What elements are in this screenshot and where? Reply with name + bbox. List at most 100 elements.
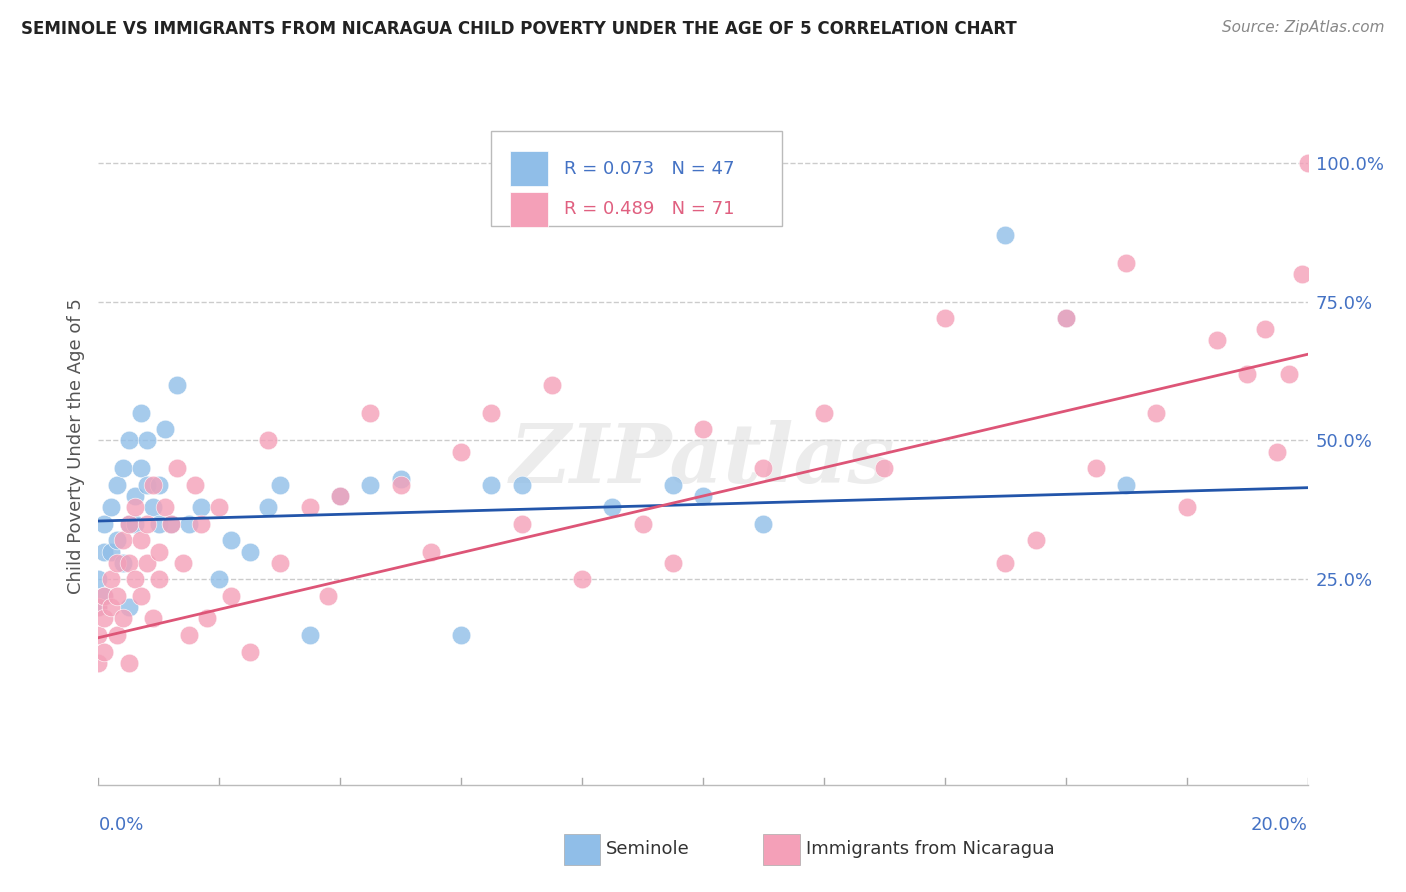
Point: [481, 406, 503, 420]
Point: [124, 516, 146, 531]
Point: [1236, 367, 1258, 381]
Point: [118, 656, 141, 670]
Point: [142, 500, 165, 515]
Bar: [509, 192, 548, 227]
Point: [299, 500, 322, 515]
Text: Seminole: Seminole: [606, 840, 690, 858]
Point: [510, 516, 533, 531]
Point: [540, 377, 562, 392]
Point: [93, 589, 115, 603]
Point: [994, 556, 1017, 570]
Point: [752, 461, 775, 475]
Point: [1296, 155, 1319, 169]
Point: [166, 377, 188, 392]
Point: [510, 478, 533, 492]
Point: [87, 628, 110, 642]
Point: [100, 600, 122, 615]
Text: ZIPatlas: ZIPatlas: [510, 419, 896, 500]
Point: [105, 589, 128, 603]
Point: [142, 478, 165, 492]
Point: [1206, 334, 1229, 348]
Point: [184, 478, 207, 492]
Point: [118, 600, 141, 615]
Point: [450, 444, 472, 458]
Point: [1291, 267, 1313, 281]
Point: [129, 589, 152, 603]
Point: [221, 589, 243, 603]
Point: [190, 516, 212, 531]
Point: [87, 600, 110, 615]
Y-axis label: Child Poverty Under the Age of 5: Child Poverty Under the Age of 5: [66, 298, 84, 594]
Point: [129, 533, 152, 548]
Point: [135, 434, 157, 448]
Point: [661, 478, 683, 492]
Point: [692, 489, 714, 503]
Point: [571, 573, 593, 587]
Point: [118, 516, 141, 531]
FancyBboxPatch shape: [492, 131, 782, 226]
Point: [100, 573, 122, 587]
Point: [179, 628, 201, 642]
Point: [111, 611, 134, 625]
Point: [1175, 500, 1198, 515]
Point: [160, 516, 183, 531]
Point: [208, 573, 231, 587]
Point: [602, 500, 624, 515]
Point: [256, 500, 278, 515]
Point: [118, 434, 141, 448]
Point: [316, 589, 339, 603]
Point: [135, 516, 157, 531]
Point: [661, 556, 683, 570]
Point: [87, 600, 110, 615]
Point: [93, 611, 115, 625]
Point: [135, 478, 157, 492]
Point: [93, 544, 115, 558]
Text: 20.0%: 20.0%: [1251, 815, 1308, 833]
Point: [111, 556, 134, 570]
Point: [208, 500, 231, 515]
Text: Immigrants from Nicaragua: Immigrants from Nicaragua: [806, 840, 1054, 858]
Point: [105, 533, 128, 548]
Point: [239, 544, 262, 558]
Point: [360, 478, 382, 492]
Point: [93, 516, 115, 531]
Point: [153, 500, 176, 515]
Point: [87, 656, 110, 670]
Point: [221, 533, 243, 548]
Text: Source: ZipAtlas.com: Source: ZipAtlas.com: [1222, 20, 1385, 35]
Point: [269, 556, 291, 570]
Point: [153, 422, 176, 436]
Bar: [763, 834, 800, 864]
Point: [118, 556, 141, 570]
Point: [93, 644, 115, 658]
Point: [1085, 461, 1108, 475]
Point: [105, 628, 128, 642]
Point: [1278, 367, 1301, 381]
Point: [329, 489, 352, 503]
Point: [1144, 406, 1167, 420]
Text: 0.0%: 0.0%: [98, 815, 143, 833]
Text: R = 0.489   N = 71: R = 0.489 N = 71: [564, 201, 734, 219]
Bar: [564, 834, 600, 864]
Point: [148, 478, 170, 492]
Point: [813, 406, 835, 420]
Point: [179, 516, 201, 531]
Point: [190, 500, 212, 515]
Point: [100, 500, 122, 515]
Point: [142, 611, 165, 625]
Point: [111, 461, 134, 475]
Point: [329, 489, 352, 503]
Point: [148, 516, 170, 531]
Point: [105, 556, 128, 570]
Point: [481, 478, 503, 492]
Point: [135, 556, 157, 570]
Point: [148, 544, 170, 558]
Point: [389, 472, 412, 486]
Point: [1054, 311, 1077, 326]
Text: R = 0.073   N = 47: R = 0.073 N = 47: [564, 160, 734, 178]
Point: [87, 573, 110, 587]
Point: [160, 516, 183, 531]
Text: SEMINOLE VS IMMIGRANTS FROM NICARAGUA CHILD POVERTY UNDER THE AGE OF 5 CORRELATI: SEMINOLE VS IMMIGRANTS FROM NICARAGUA CH…: [21, 20, 1017, 37]
Point: [100, 544, 122, 558]
Point: [1024, 533, 1046, 548]
